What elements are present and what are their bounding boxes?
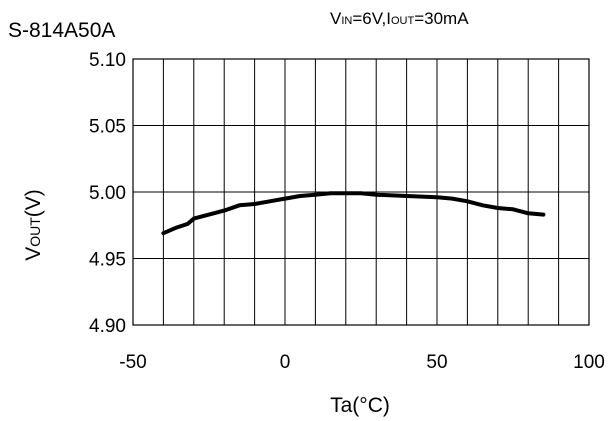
y-tick-label: 5.00: [89, 183, 126, 204]
test-condition: VIN=6V,IOUT=30mA: [330, 9, 469, 28]
chart-title: S-814A50A: [8, 19, 115, 42]
x-axis-label: Ta(°C): [330, 394, 390, 417]
y-tick-label: 4.95: [89, 250, 126, 271]
x-tick-label: 0: [280, 352, 291, 373]
y-axis-label: VOUT(V): [22, 189, 45, 261]
y-tick-label: 5.10: [89, 50, 126, 71]
x-tick-label: -50: [119, 352, 146, 373]
y-tick-label: 5.05: [89, 117, 126, 138]
x-axis-ticks: -50 0 50 100: [119, 352, 605, 373]
x-tick-label: 50: [426, 352, 447, 373]
x-tick-label: 100: [573, 352, 605, 373]
series-line: [163, 193, 543, 233]
y-tick-label: 4.90: [89, 316, 126, 337]
y-axis-ticks: 4.90 4.95 5.00 5.05 5.10: [89, 50, 126, 337]
